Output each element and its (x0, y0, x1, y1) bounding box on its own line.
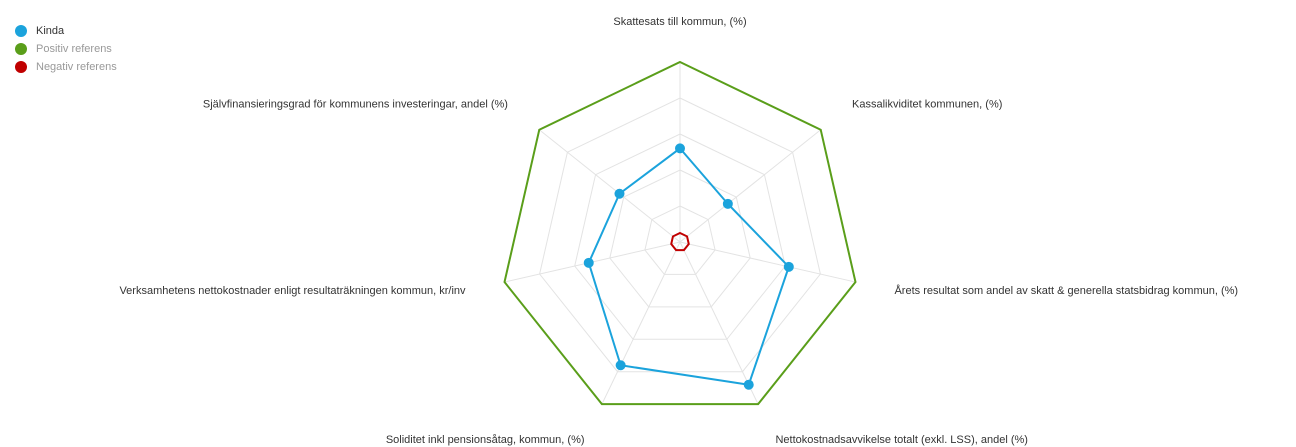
axis-label: Självfinansieringsgrad för kommunens inv… (203, 99, 508, 111)
grid-ring (644, 205, 716, 275)
legend-label: Positiv referens (36, 43, 112, 55)
grid-spoke (679, 241, 759, 405)
grid-spoke (601, 241, 681, 405)
data-point (783, 261, 794, 272)
data-point (743, 379, 754, 390)
grid-ring (539, 97, 821, 373)
axis-label: Soliditet inkl pensionsåtag, kommun, (%) (386, 434, 585, 446)
data-point (615, 360, 626, 371)
grid-spoke (679, 129, 822, 243)
grid-spoke (679, 241, 856, 283)
series-line (503, 60, 857, 406)
axis-label: Kassalikviditet kommunen, (%) (852, 99, 1002, 111)
grid-ring (609, 169, 751, 308)
data-point (675, 143, 685, 154)
data-point (583, 257, 594, 268)
legend-marker (15, 61, 27, 73)
series-line (670, 231, 690, 252)
axis-label: Årets resultat som andel av skatt & gene… (894, 284, 1238, 297)
legend-marker (15, 25, 27, 37)
axis-label: Nettokostnadsavvikelse totalt (exkl. LSS… (775, 434, 1028, 446)
series-line (587, 147, 790, 386)
legend-label: Negativ referens (36, 61, 117, 73)
axis-label: Verksamhetens nettokostnader enligt resu… (119, 285, 466, 297)
legend-marker (15, 43, 27, 55)
axis-label: Skattesats till kommun, (%) (613, 16, 746, 28)
grid-ring (574, 133, 786, 340)
legend-label: Kinda (36, 25, 65, 37)
data-point (722, 198, 733, 209)
data-point (614, 188, 625, 199)
grid-spoke (538, 129, 681, 243)
